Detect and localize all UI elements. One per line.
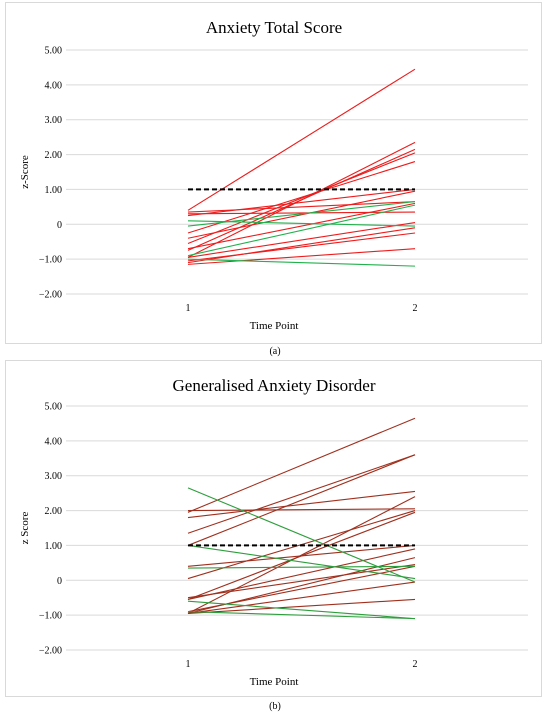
series-line xyxy=(187,490,416,519)
caption-a: (a) xyxy=(269,346,281,357)
series-line xyxy=(187,598,416,614)
series-line xyxy=(187,190,416,239)
y-tick-label: 3.00 xyxy=(45,115,63,126)
y-tick-label: 5.00 xyxy=(45,402,63,413)
y-axis-label: z Score xyxy=(19,512,31,545)
series-line xyxy=(187,258,416,267)
y-tick-label: 0 xyxy=(57,220,62,231)
series-line xyxy=(187,68,416,211)
series-line xyxy=(187,496,416,614)
series-line xyxy=(187,148,416,251)
series-line xyxy=(187,204,416,257)
series-line xyxy=(187,161,416,234)
y-tick-label: 5.00 xyxy=(45,46,63,57)
series-line xyxy=(187,565,416,569)
x-tick-label: 2 xyxy=(413,659,418,670)
y-tick-label: 1.00 xyxy=(45,185,63,196)
series-line xyxy=(187,201,416,213)
series-line xyxy=(187,227,416,264)
series-line xyxy=(187,600,416,620)
series-line xyxy=(187,201,416,227)
series-line xyxy=(187,454,416,546)
series-line xyxy=(187,232,416,262)
y-tick-label: 1.00 xyxy=(45,541,63,552)
y-tick-label: 4.00 xyxy=(45,436,63,447)
series-line xyxy=(187,417,416,513)
y-tick-label: 2.00 xyxy=(45,150,63,161)
series-line xyxy=(187,188,416,217)
caption-b: (b) xyxy=(269,701,281,712)
chart-panel-b: Generalised Anxiety Disorder 5.00 4.00 3.00… xyxy=(5,360,542,697)
series-line xyxy=(187,548,416,600)
chart-a-svg: Anxiety Total Score 5.00 4.00 3.00 2.00 1.00 0… xyxy=(19,18,528,332)
y-tick-label: −2.00 xyxy=(39,290,62,301)
series-line xyxy=(187,152,416,244)
series-line xyxy=(187,454,416,534)
series-line xyxy=(187,544,416,567)
chart-title: Generalised Anxiety Disorder xyxy=(173,376,376,395)
chart-b-svg: Generalised Anxiety Disorder 5.00 4.00 3.00… xyxy=(19,376,528,688)
x-tick-label: 1 xyxy=(186,303,191,314)
y-tick-label: −2.00 xyxy=(39,646,62,657)
series-line xyxy=(187,221,416,258)
x-tick-label: 2 xyxy=(413,303,418,314)
chart-title: Anxiety Total Score xyxy=(206,18,342,37)
y-tick-label: 0 xyxy=(57,576,62,587)
series-line xyxy=(187,611,416,620)
x-axis-label: Time Point xyxy=(250,320,299,332)
series-line xyxy=(187,211,416,215)
series-line xyxy=(187,248,416,265)
y-tick-label: 2.00 xyxy=(45,506,63,517)
x-axis-label: Time Point xyxy=(250,676,299,688)
x-tick-label: 1 xyxy=(186,659,191,670)
y-tick-label: −1.00 xyxy=(39,255,62,266)
series-line xyxy=(187,581,416,614)
chart-panel-a: Anxiety Total Score 5.00 4.00 3.00 2.00 1.00 0… xyxy=(5,2,542,344)
series-line xyxy=(187,564,416,599)
series-line xyxy=(187,220,416,227)
y-tick-label: 3.00 xyxy=(45,471,63,482)
series-line xyxy=(187,202,416,250)
y-tick-label: −1.00 xyxy=(39,611,62,622)
y-axis-label: z-Score xyxy=(19,155,31,189)
series-line xyxy=(187,508,416,512)
y-tick-label: 4.00 xyxy=(45,80,63,91)
series-line xyxy=(187,544,416,580)
